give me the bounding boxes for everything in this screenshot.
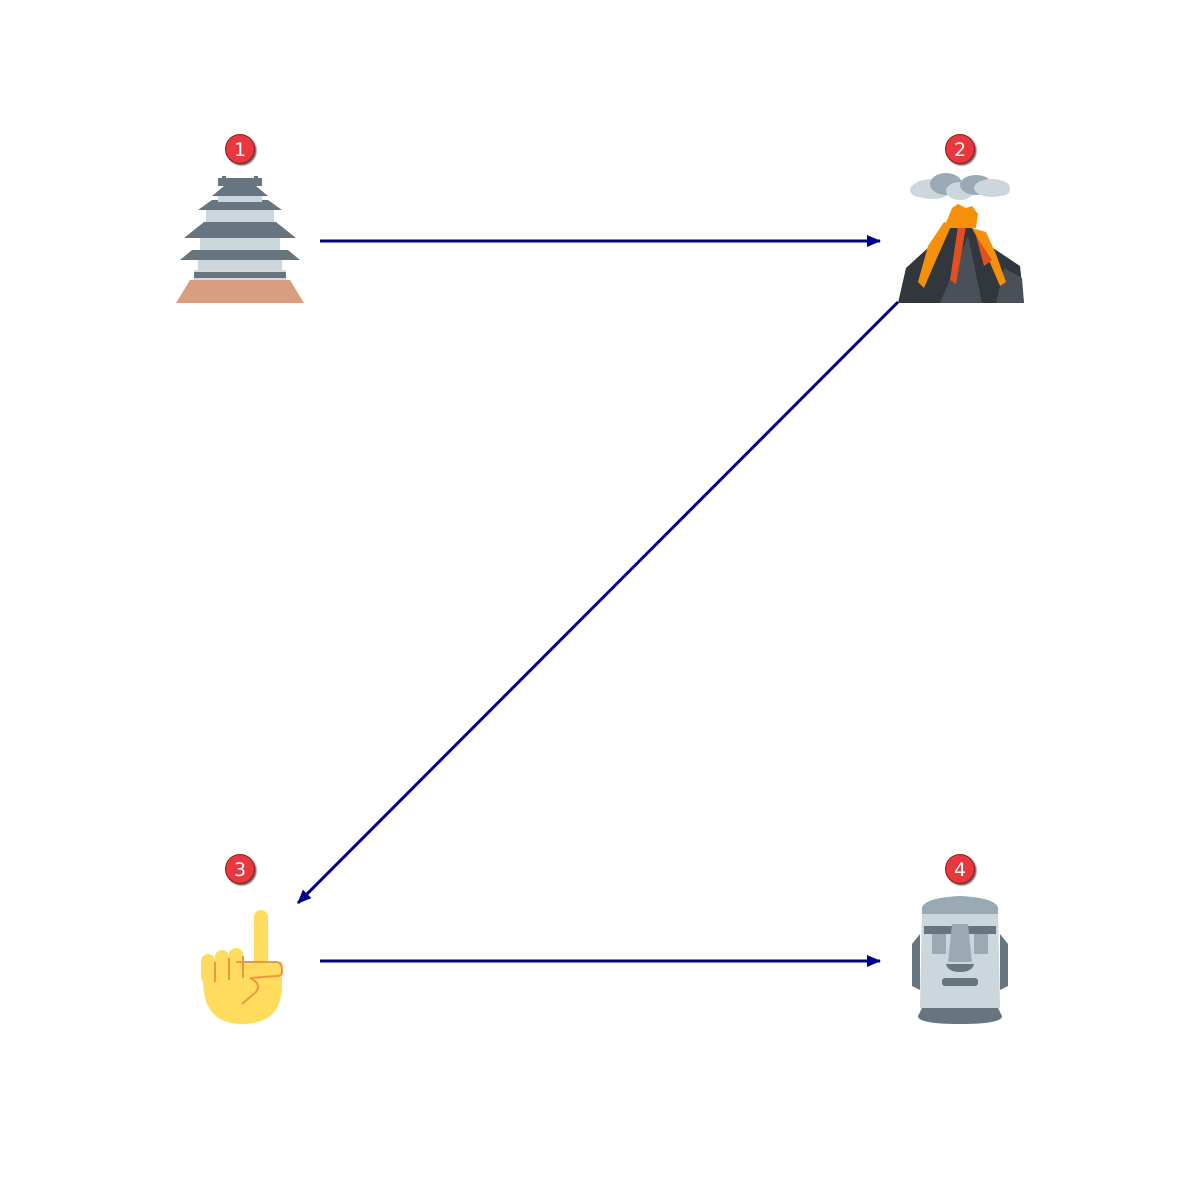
badge-2-label: 2 (954, 139, 966, 161)
moai-icon (912, 896, 1008, 1024)
node-2: 2 (898, 134, 1024, 303)
arrow-2-to-3 (296, 300, 900, 905)
badge-1-label: 1 (234, 139, 246, 161)
volcano-icon (898, 173, 1024, 303)
badge-3-label: 3 (234, 859, 246, 881)
japanese-castle-icon (176, 176, 304, 303)
index-pointing-up-icon (201, 910, 283, 1024)
node-4: 4 (912, 854, 1008, 1024)
node-3: 3 (201, 854, 283, 1024)
badge-3: 3 (225, 854, 255, 884)
badge-1: 1 (225, 134, 255, 164)
node-1: 1 (176, 134, 304, 303)
badge-2: 2 (945, 134, 975, 164)
edges-group (296, 235, 900, 967)
badge-4-label: 4 (954, 859, 966, 881)
badge-4: 4 (945, 854, 975, 884)
